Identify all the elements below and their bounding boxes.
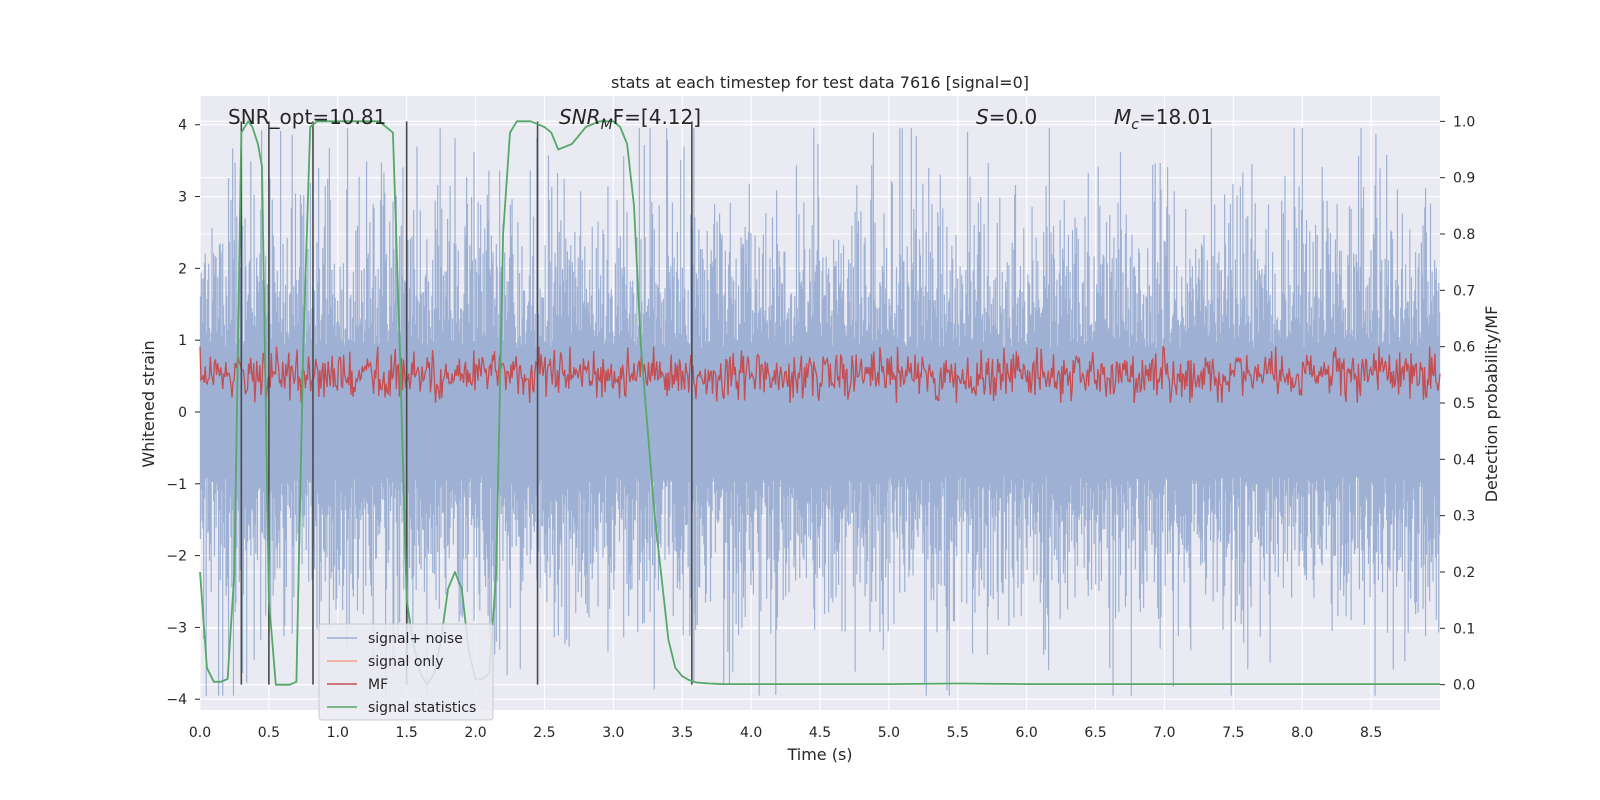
y-left-tick-label: 3 (178, 190, 187, 206)
chart-title: stats at each timestep for test data 761… (611, 73, 1029, 92)
x-tick-label: 0.5 (258, 725, 280, 741)
legend-label-signal-noise: signal+ noise (368, 631, 463, 647)
x-tick-label: 0.0 (189, 725, 211, 741)
s-symbol: S (976, 105, 989, 129)
x-axis-label: Time (s) (786, 745, 852, 764)
y-right-tick-label: 0.3 (1453, 509, 1475, 525)
x-tick-label: 3.0 (602, 725, 624, 741)
y-right-tick-label: 0.7 (1453, 283, 1475, 299)
y-right-tick-label: 0.1 (1453, 621, 1475, 637)
x-axis-ticks: 0.0 0.5 1.0 1.5 2.0 2.5 3.0 3.5 4.0 4.5 5.0 5.5 6.0 6… (189, 725, 1382, 741)
snr-opt-annotation: SNR_opt=10.81 (228, 105, 386, 129)
y-axis-right-label: Detection probability/MF (1482, 306, 1501, 503)
y-axis-left-ticks: 4 3 2 1 0 −1 −2 −3 −4 (166, 118, 200, 708)
x-tick-label: 5.0 (878, 725, 900, 741)
mc-value: =18.01 (1139, 105, 1213, 129)
x-tick-label: 6.5 (1084, 725, 1106, 741)
y-left-tick-label: 4 (178, 118, 187, 134)
mc-annotation: Mc=18.01 (1114, 105, 1213, 133)
y-right-tick-label: 0.2 (1453, 565, 1475, 581)
y-left-tick-label: 1 (178, 333, 187, 349)
s-value: =0.0 (989, 105, 1038, 129)
y-left-tick-label: −1 (166, 477, 187, 493)
mc-subscript: c (1131, 117, 1139, 133)
x-tick-label: 1.0 (327, 725, 349, 741)
y-right-tick-label: 0.0 (1453, 678, 1475, 694)
y-right-tick-label: 1.0 (1453, 114, 1475, 130)
x-tick-label: 1.5 (396, 725, 418, 741)
snr-mf-symbol: SNR (559, 105, 601, 129)
signal-statistics-line (199, 120, 1440, 686)
y-left-tick-label: 0 (178, 405, 187, 421)
y-axis-right-ticks: 1.0 0.9 0.8 0.7 0.6 0.5 0.4 0.3 0.2 0.1 0.0 (1440, 114, 1475, 694)
legend: signal+ noise signal only MF signal stat… (318, 623, 494, 721)
y-left-tick-label: 2 (178, 261, 187, 277)
y-right-tick-label: 0.6 (1453, 340, 1475, 356)
legend-box (318, 623, 494, 721)
legend-label-signal-only: signal only (368, 654, 443, 670)
signal-statistics-series (199, 120, 1440, 686)
mc-symbol: M (1114, 105, 1131, 129)
y-left-tick-label: −2 (166, 549, 187, 565)
x-tick-label: 2.5 (533, 725, 555, 741)
snr-mf-value: F=[4.12] (613, 105, 701, 129)
y-right-tick-label: 0.9 (1453, 171, 1475, 187)
x-tick-label: 7.5 (1222, 725, 1244, 741)
y-left-tick-label: −3 (166, 620, 187, 636)
x-tick-label: 8.5 (1360, 725, 1382, 741)
x-tick-label: 4.0 (740, 725, 762, 741)
y-right-tick-label: 0.4 (1453, 452, 1475, 468)
y-right-tick-label: 0.8 (1453, 227, 1475, 243)
x-tick-label: 3.5 (671, 725, 693, 741)
s-annotation: S=0.0 (976, 105, 1037, 129)
x-tick-label: 8.0 (1291, 725, 1313, 741)
x-tick-label: 6.0 (1016, 725, 1038, 741)
x-tick-label: 7.0 (1153, 725, 1175, 741)
x-tick-label: 2.0 (464, 725, 486, 741)
snr-mf-annotation: SNRMF=[4.12] (559, 105, 701, 133)
x-tick-label: 4.5 (809, 725, 831, 741)
y-left-tick-label: −4 (166, 692, 187, 708)
legend-label-signal-statistics: signal statistics (368, 700, 476, 716)
x-tick-label: 5.5 (947, 725, 969, 741)
y-right-tick-label: 0.5 (1453, 396, 1475, 412)
y-axis-left-label: Whitened strain (139, 340, 158, 467)
snr-mf-subscript: M (601, 117, 613, 133)
legend-label-mf: MF (368, 677, 388, 693)
